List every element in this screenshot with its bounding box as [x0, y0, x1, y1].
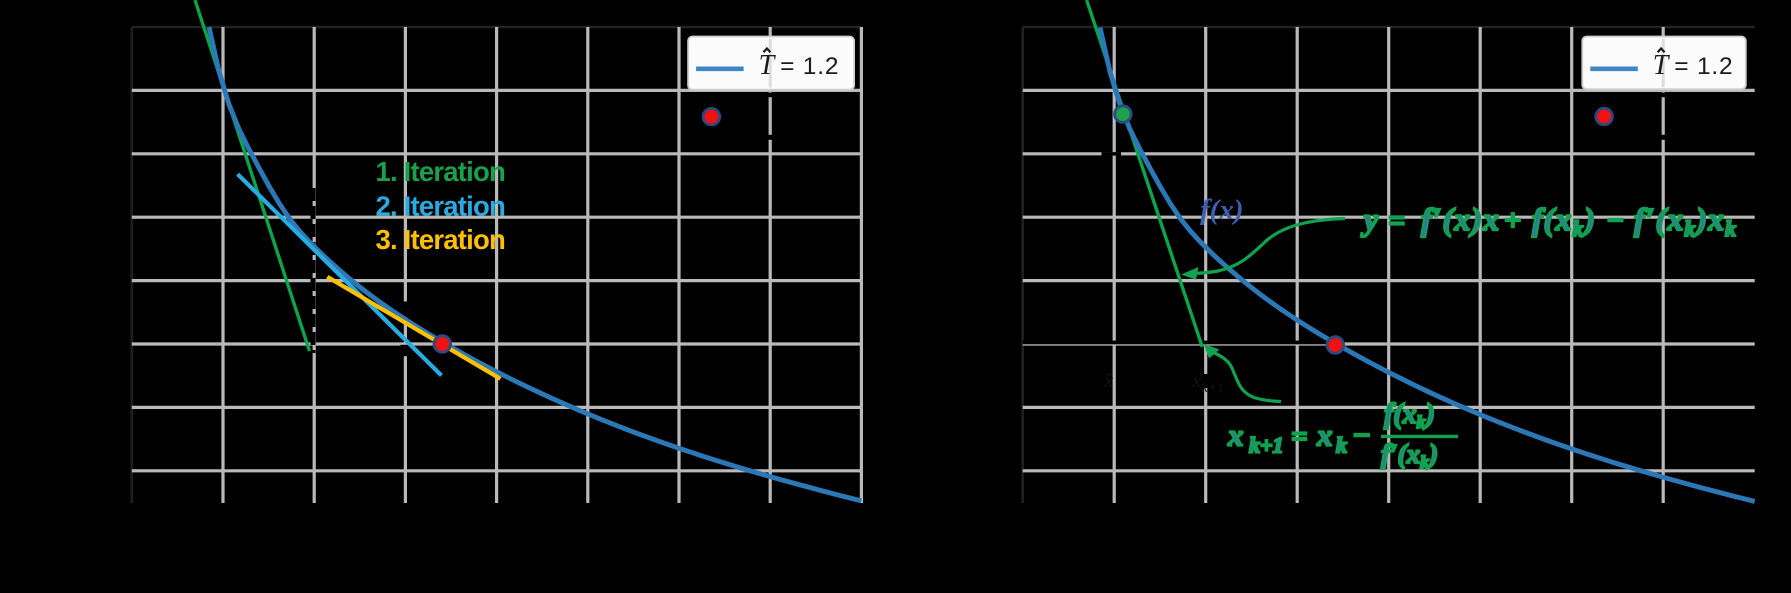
svg-text:T: T: [1653, 50, 1671, 81]
svg-text:f(xk): f(xk): [1532, 201, 1596, 241]
svg-text:f′(x)x: f′(x)x: [1421, 201, 1500, 237]
svg-text:= 1.2: = 1.2: [1674, 53, 1733, 80]
svg-text:k: k: [1336, 433, 1347, 458]
svg-text:f(x): f(x): [1200, 194, 1243, 226]
svg-text:−: −: [1606, 204, 1624, 237]
svg-text:x: x: [1316, 418, 1333, 453]
svg-text:k+1: k+1: [1249, 433, 1284, 458]
svg-text:−: −: [1352, 418, 1371, 453]
svg-text:+: +: [1504, 204, 1521, 237]
svg-text:=: =: [1291, 421, 1308, 453]
svg-text:f(xk): f(xk): [1384, 399, 1435, 432]
svg-text:= 1.2: = 1.2: [780, 53, 839, 80]
svg-text:3. Iteration: 3. Iteration: [376, 224, 505, 255]
svg-text:=: =: [1388, 204, 1405, 237]
svg-text:x: x: [1227, 418, 1244, 453]
svg-text:x̂: x̂: [1103, 368, 1114, 392]
svg-text:2. Iteration: 2. Iteration: [376, 191, 505, 222]
svg-text:f′(xk): f′(xk): [1381, 439, 1438, 472]
svg-text:T: T: [759, 50, 777, 81]
svg-text:y: y: [1360, 201, 1379, 237]
svg-text:1. Iteration: 1. Iteration: [376, 156, 505, 187]
